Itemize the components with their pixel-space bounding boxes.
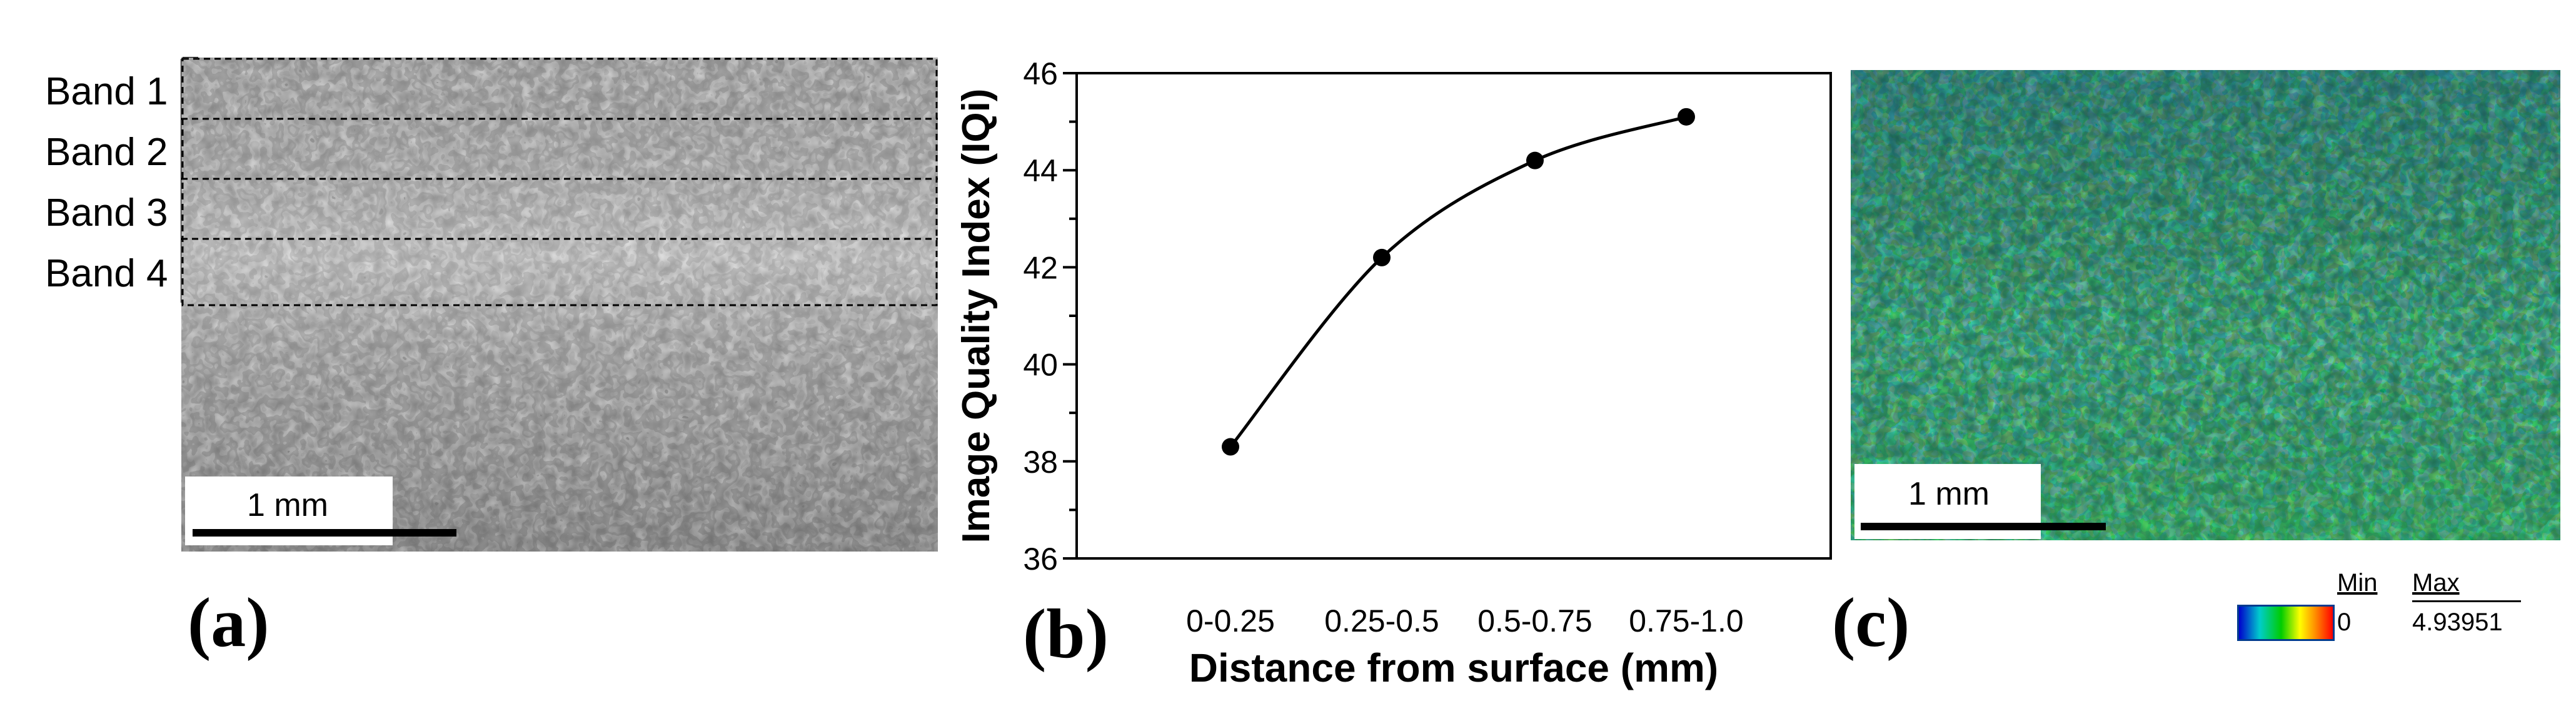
band-label: Band 1 — [45, 70, 168, 113]
x-tick-label: 0.5-0.75 — [1477, 603, 1592, 638]
legend-max-value: 4.93951 — [2412, 608, 2503, 636]
y-tick-label: 38 — [1023, 445, 1058, 480]
data-point — [1678, 108, 1695, 126]
scale-bar-label: 1 mm — [1908, 476, 1990, 512]
scale-bar-label: 1 mm — [247, 487, 328, 523]
band-label: Band 4 — [45, 252, 168, 295]
y-tick-label: 46 — [1023, 56, 1058, 91]
plot-frame — [1075, 72, 1832, 560]
y-axis-label: Image Quality Index (IQi) — [955, 89, 998, 543]
x-tick-label: 0.75-1.0 — [1629, 603, 1743, 638]
legend-min-value: 0 — [2337, 608, 2352, 636]
orientation-map-image — [1851, 70, 2560, 540]
y-tick-label: 40 — [1023, 348, 1058, 383]
series-line — [1229, 115, 1687, 448]
y-tick-label: 44 — [1023, 153, 1058, 188]
panel-a-letter: (a) — [188, 584, 269, 662]
scale-bar — [193, 529, 456, 537]
panel-b-letter: (b) — [1023, 595, 1109, 673]
panel-c-letter: (c) — [1832, 584, 1910, 662]
legend-min-label: Min — [2337, 569, 2378, 597]
band-label: Band 3 — [45, 191, 168, 235]
data-point — [1526, 151, 1544, 169]
legend-divider — [2412, 600, 2521, 602]
y-tick-label: 36 — [1023, 542, 1058, 577]
x-tick-label: 0-0.25 — [1186, 603, 1275, 638]
y-tick-label: 42 — [1023, 250, 1058, 285]
micrograph-image — [181, 58, 938, 552]
x-tick-label: 0.25-0.5 — [1324, 603, 1439, 638]
data-point — [1373, 248, 1391, 266]
band-label: Band 2 — [45, 131, 168, 174]
x-axis-label: Distance from surface (mm) — [1189, 645, 1718, 690]
legend-max-label: Max — [2412, 569, 2460, 597]
scale-bar — [1861, 523, 2106, 530]
data-point — [1222, 438, 1239, 456]
legend-gradient — [2237, 605, 2335, 641]
